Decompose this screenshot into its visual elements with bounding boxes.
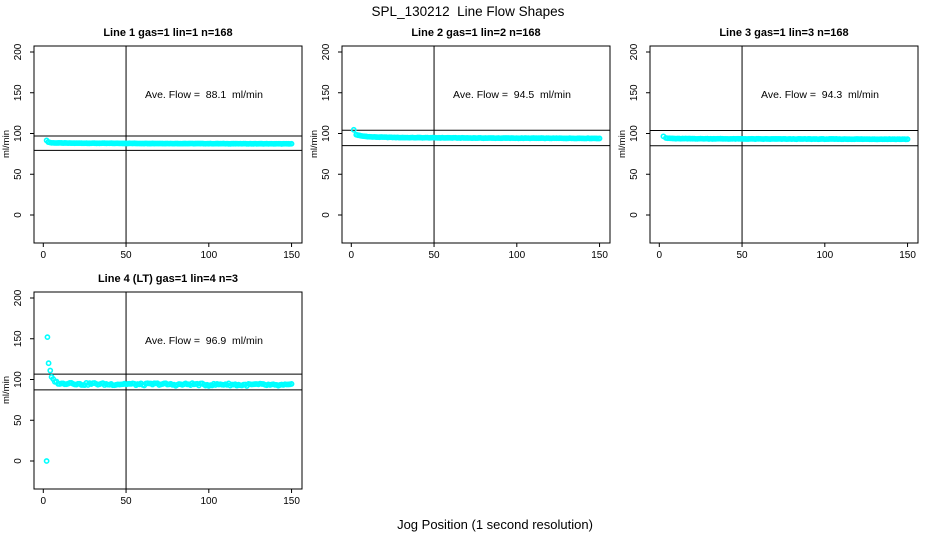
y-axis-label: ml/min	[616, 130, 628, 158]
data-point	[596, 135, 603, 142]
data-point	[47, 367, 54, 374]
y-tick-label: 50	[13, 168, 24, 180]
panel-line-1: 0 50 100 150 0 50 100 150 200 Line 1 gas=1 lin=1…	[0, 25, 308, 275]
y-tick-label: 100	[13, 125, 24, 142]
scatter-plot-line-3: 0 50 100 150 0 50 100 150 200	[629, 43, 919, 261]
plot-box	[33, 291, 303, 490]
plot-box	[33, 45, 303, 244]
panel-title: Line 3 gas=1 lin=3 n=168	[719, 27, 849, 39]
plot-box	[341, 45, 611, 244]
data-point	[288, 381, 295, 387]
y-tick-label: 200	[13, 43, 24, 60]
x-tick-label: 0	[657, 250, 663, 261]
main-title: SPL_130212 Line Flow Shapes	[371, 4, 565, 19]
x-tick-label: 150	[283, 250, 300, 261]
y-tick-label: 200	[13, 289, 24, 306]
y-axis-label: ml/min	[0, 376, 12, 404]
y-tick-label: 100	[629, 125, 640, 142]
ave-flow-annotation: Ave. Flow = 94.5 ml/min	[453, 89, 571, 101]
data-point	[350, 126, 357, 133]
y-tick-label: 0	[13, 458, 24, 464]
x-tick-label: 150	[591, 250, 608, 261]
x-axis-label: Jog Position (1 second resolution)	[397, 517, 593, 532]
panel-line-4: 0 50 100 150 0 50 100 150 200 Line 4 (LT) gas=1 …	[0, 271, 308, 521]
y-axis-label: ml/min	[0, 130, 12, 158]
ave-flow-annotation: Ave. Flow = 88.1 ml/min	[145, 89, 263, 101]
data-point	[44, 334, 51, 341]
y-tick-label: 150	[321, 84, 332, 101]
data-point	[904, 136, 911, 143]
data-point	[45, 360, 52, 367]
plot-box	[649, 45, 919, 244]
scatter-plot-line-4: 0 50 100 150 0 50 100 150 200	[13, 289, 303, 507]
y-tick-label: 200	[629, 43, 640, 60]
ave-flow-annotation: Ave. Flow = 94.3 ml/min	[761, 89, 879, 101]
y-tick-label: 50	[13, 414, 24, 426]
x-tick-label: 50	[120, 496, 132, 507]
panel-line-3: 0 50 100 150 0 50 100 150 200 Line 3 gas=1 lin=3…	[616, 25, 924, 275]
y-axis-label: ml/min	[308, 130, 320, 158]
data-point	[43, 458, 50, 464]
x-tick-label: 0	[349, 250, 355, 261]
y-tick-label: 100	[321, 125, 332, 142]
x-tick-label: 100	[508, 250, 525, 261]
x-tick-label: 50	[120, 250, 132, 261]
x-tick-label: 100	[200, 496, 217, 507]
y-tick-label: 150	[13, 330, 24, 347]
x-tick-label: 50	[428, 250, 440, 261]
y-tick-label: 150	[629, 84, 640, 101]
scatter-plot-line-2: 0 50 100 150 0 50 100 150 200	[321, 43, 611, 261]
y-tick-label: 0	[321, 212, 332, 218]
y-tick-label: 0	[13, 212, 24, 218]
panel-title: Line 1 gas=1 lin=1 n=168	[103, 27, 233, 39]
x-tick-label: 0	[41, 250, 47, 261]
y-tick-label: 50	[629, 168, 640, 180]
panel-title: Line 2 gas=1 lin=2 n=168	[411, 27, 541, 39]
x-tick-label: 100	[816, 250, 833, 261]
scatter-plot-line-1: 0 50 100 150 0 50 100 150 200	[13, 43, 303, 261]
x-tick-label: 150	[899, 250, 916, 261]
y-tick-label: 150	[13, 84, 24, 101]
panel-title: Line 4 (LT) gas=1 lin=4 n=3	[97, 273, 239, 285]
y-tick-label: 50	[321, 168, 332, 180]
x-tick-label: 50	[736, 250, 748, 261]
panel-line-2: 0 50 100 150 0 50 100 150 200 Line 2 gas=1 lin=2…	[308, 25, 616, 275]
y-tick-label: 100	[13, 371, 24, 388]
x-tick-label: 150	[283, 496, 300, 507]
x-tick-label: 0	[41, 496, 47, 507]
data-point	[288, 140, 295, 147]
y-tick-label: 0	[629, 212, 640, 218]
ave-flow-annotation: Ave. Flow = 96.9 ml/min	[145, 335, 263, 347]
x-tick-label: 100	[200, 250, 217, 261]
y-tick-label: 200	[321, 43, 332, 60]
